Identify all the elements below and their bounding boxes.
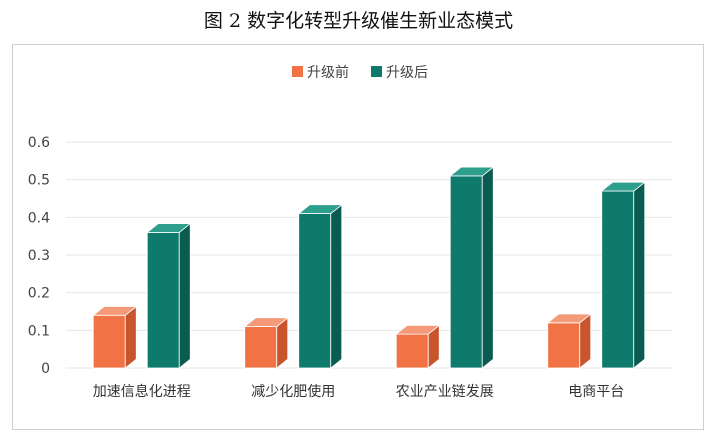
bar-front xyxy=(92,314,126,369)
bar-side xyxy=(178,222,191,369)
y-tick-label-5: 0.5 xyxy=(28,173,50,189)
bar-front xyxy=(547,322,581,369)
bar-front xyxy=(244,326,278,369)
bar-0-1 xyxy=(146,222,192,369)
bar-top xyxy=(395,324,441,335)
bar-2-1 xyxy=(449,166,495,369)
x-category-label-2: 农业产业链发展 xyxy=(396,384,494,400)
y-tick-label-1: 0.1 xyxy=(28,323,50,339)
bar-top xyxy=(449,166,495,177)
x-category-label-3: 电商平台 xyxy=(568,384,624,400)
y-tick-label-0: 0 xyxy=(41,361,50,377)
bar-top xyxy=(600,181,646,192)
x-axis-categories: 加速信息化进程 减少化肥使用 农业产业链发展 电商平台 xyxy=(93,383,625,400)
bar-top xyxy=(546,313,592,324)
bar-2-0 xyxy=(395,324,441,369)
bar-front xyxy=(146,231,180,369)
bar-side xyxy=(579,313,592,369)
bar-0-0 xyxy=(92,305,138,369)
figure-title: 图 2 数字化转型升级催生新业态模式 xyxy=(203,10,514,32)
bar-front xyxy=(395,333,429,369)
legend-label-after: 升级后 xyxy=(386,65,428,81)
bar-3-0 xyxy=(546,313,592,369)
bars xyxy=(92,166,646,369)
y-tick-label-2: 0.2 xyxy=(28,286,50,302)
bar-3-1 xyxy=(600,181,646,369)
legend: 升级前 升级后 xyxy=(292,64,428,81)
bar-front xyxy=(601,190,635,369)
bar-side xyxy=(481,166,494,369)
bar-top xyxy=(297,204,343,214)
bar-side xyxy=(633,181,646,369)
bar-front xyxy=(449,175,483,369)
legend-label-before: 升级前 xyxy=(307,64,349,81)
bar-top xyxy=(243,317,289,327)
y-tick-label-3: 0.3 xyxy=(28,248,50,264)
bar-side xyxy=(124,305,137,369)
legend-swatch-after xyxy=(371,66,382,77)
x-category-label-0: 加速信息化进程 xyxy=(93,383,191,400)
y-tick-label-6: 0.6 xyxy=(28,135,50,151)
y-tick-label-4: 0.4 xyxy=(28,210,50,226)
legend-swatch-before xyxy=(292,66,303,77)
bar-top xyxy=(146,223,192,233)
y-axis-ticks: 0 0.1 0.2 0.3 0.4 0.5 0.6 xyxy=(28,135,50,377)
bar-front xyxy=(298,213,332,369)
bar-1-1 xyxy=(297,203,343,369)
bar-side xyxy=(330,203,343,369)
bar-1-0 xyxy=(243,316,289,369)
bar-top xyxy=(92,306,138,316)
x-category-label-1: 减少化肥使用 xyxy=(251,383,335,400)
